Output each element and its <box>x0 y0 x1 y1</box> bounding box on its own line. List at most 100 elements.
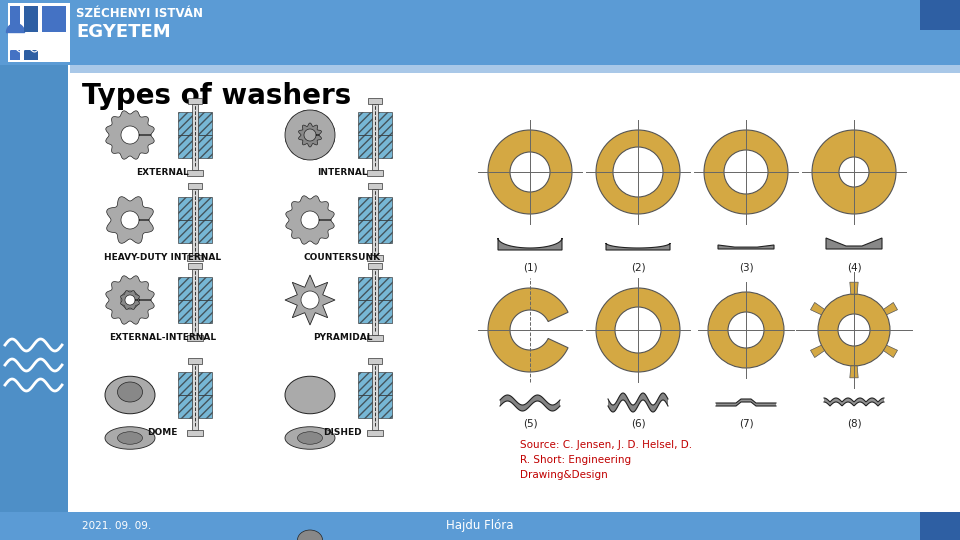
Bar <box>358 197 392 220</box>
Bar <box>367 430 383 436</box>
Bar <box>368 263 382 269</box>
Bar <box>24 6 38 32</box>
Bar <box>372 104 378 170</box>
Text: (1): (1) <box>522 262 538 272</box>
Bar <box>178 112 212 135</box>
Polygon shape <box>883 302 898 315</box>
Bar <box>192 364 198 430</box>
Text: (8): (8) <box>847 418 861 428</box>
Polygon shape <box>826 238 882 249</box>
Circle shape <box>728 312 764 348</box>
Polygon shape <box>107 197 154 244</box>
Ellipse shape <box>285 376 335 414</box>
Ellipse shape <box>117 382 142 402</box>
Text: HEAVY-DUTY INTERNAL: HEAVY-DUTY INTERNAL <box>104 253 221 262</box>
Bar <box>368 98 382 104</box>
Text: (4): (4) <box>847 262 861 272</box>
Bar <box>178 277 212 300</box>
Polygon shape <box>850 366 858 378</box>
Bar <box>0 65 68 540</box>
Text: EXTERNAL-INTERNAL: EXTERNAL-INTERNAL <box>108 333 216 342</box>
Circle shape <box>839 157 869 187</box>
Circle shape <box>838 314 870 346</box>
Bar <box>372 269 378 335</box>
Bar <box>358 395 392 418</box>
Text: (6): (6) <box>631 418 645 428</box>
Bar <box>358 277 392 300</box>
Bar <box>368 358 382 364</box>
Circle shape <box>488 130 572 214</box>
Bar <box>24 50 38 60</box>
Bar <box>358 300 392 323</box>
Text: (5): (5) <box>522 418 538 428</box>
Text: EGYETEM: EGYETEM <box>76 23 171 41</box>
Polygon shape <box>498 238 562 250</box>
Polygon shape <box>718 245 774 249</box>
Bar <box>187 170 203 176</box>
Bar <box>192 104 198 170</box>
Text: Source: C. Jensen, J. D. Helsel, D.
R. Short: Engineering
Drawing&Design: Source: C. Jensen, J. D. Helsel, D. R. S… <box>520 440 692 480</box>
Bar <box>187 430 203 436</box>
Circle shape <box>301 291 319 309</box>
Circle shape <box>510 152 550 192</box>
Bar <box>372 189 378 255</box>
Ellipse shape <box>105 376 155 414</box>
Text: Types of washers: Types of washers <box>82 82 351 110</box>
Bar <box>920 512 960 540</box>
Bar <box>372 364 378 430</box>
Bar <box>0 512 960 540</box>
Polygon shape <box>810 345 825 357</box>
Polygon shape <box>286 111 334 159</box>
Bar <box>187 335 203 341</box>
Ellipse shape <box>298 432 323 444</box>
Bar <box>70 65 960 73</box>
Bar <box>188 263 202 269</box>
Bar <box>188 358 202 364</box>
Bar <box>178 372 212 395</box>
Polygon shape <box>850 282 858 294</box>
Ellipse shape <box>105 427 155 449</box>
Bar <box>178 197 212 220</box>
Text: INTERNAL: INTERNAL <box>317 168 368 177</box>
Bar <box>178 300 212 323</box>
Polygon shape <box>286 196 334 244</box>
Bar <box>178 220 212 243</box>
Circle shape <box>812 130 896 214</box>
Bar <box>0 0 960 65</box>
Bar <box>358 220 392 243</box>
Bar <box>192 189 198 255</box>
Polygon shape <box>299 123 322 147</box>
Circle shape <box>724 150 768 194</box>
Circle shape <box>285 110 335 160</box>
Bar <box>10 6 20 32</box>
Bar <box>367 255 383 261</box>
Polygon shape <box>106 276 155 324</box>
Text: 2021. 09. 09.: 2021. 09. 09. <box>82 521 152 531</box>
Circle shape <box>596 288 680 372</box>
Bar <box>358 112 392 135</box>
Text: (2): (2) <box>631 262 645 272</box>
Text: PYRAMIDAL: PYRAMIDAL <box>313 333 372 342</box>
Circle shape <box>704 130 788 214</box>
Polygon shape <box>285 275 335 325</box>
Bar <box>187 255 203 261</box>
Text: (3): (3) <box>738 262 754 272</box>
Polygon shape <box>488 288 568 372</box>
Bar <box>8 3 70 62</box>
Text: Hajdu Flóra: Hajdu Flóra <box>446 519 514 532</box>
Bar <box>42 6 66 32</box>
Text: EXTERNAL: EXTERNAL <box>136 168 189 177</box>
Bar <box>367 335 383 341</box>
Polygon shape <box>121 291 139 309</box>
Text: DOME: DOME <box>147 428 178 437</box>
Circle shape <box>708 292 784 368</box>
Circle shape <box>613 147 663 197</box>
Bar <box>358 135 392 158</box>
Bar <box>188 183 202 189</box>
Circle shape <box>818 294 890 366</box>
Bar <box>368 183 382 189</box>
Polygon shape <box>106 111 155 159</box>
Text: COUNTERSUNK: COUNTERSUNK <box>304 253 381 262</box>
Polygon shape <box>883 345 898 357</box>
Polygon shape <box>810 302 825 315</box>
